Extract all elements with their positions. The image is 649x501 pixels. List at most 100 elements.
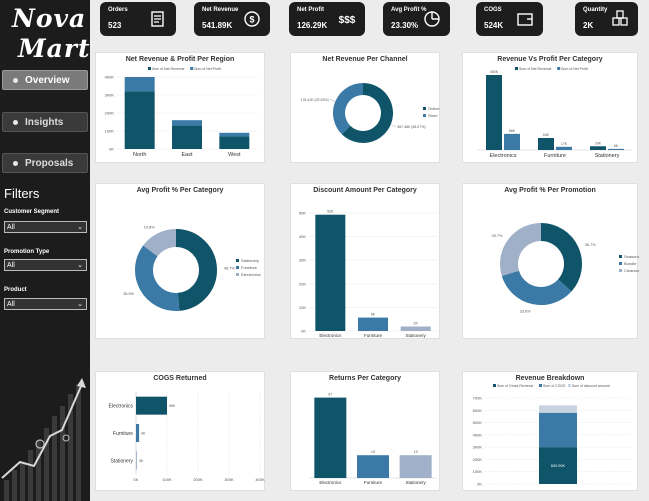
stack-segment — [539, 447, 577, 484]
x-tick-label: Stationery — [595, 153, 620, 159]
boxes-icon — [612, 10, 628, 26]
chart-title: Avg Profit % Per Category — [136, 187, 224, 194]
nav-proposals[interactable]: Proposals — [2, 153, 88, 173]
donut-slice — [175, 229, 217, 311]
chart-title: Avg Profit % Per Promotion — [504, 187, 596, 194]
nav-label: Overview — [25, 74, 70, 86]
x-tick-label: Stationery — [406, 480, 427, 485]
y-tick-label: 600K — [473, 408, 483, 413]
nav-label: Proposals — [25, 157, 74, 169]
customer-segment-select[interactable]: All ⌄ — [4, 221, 87, 233]
chart-title: COGS Returned — [153, 375, 207, 382]
filter-label-product: Product — [4, 287, 27, 293]
chart-svg: Sum of Net Revenue Sum of Net Profit 400K 8… — [477, 67, 633, 159]
y-tick-label: 200K — [473, 457, 483, 462]
bar — [136, 451, 137, 470]
data-label: 17K — [561, 142, 568, 146]
legend-entry: Bundle — [624, 261, 637, 266]
slice-label: 48.7% — [224, 267, 235, 271]
slice-label: 29.7% — [492, 234, 503, 238]
chart-card-rev-profit-region: Net Revenue & Profit Per Region Sum of N… — [95, 52, 265, 163]
legend-entry: Store — [428, 113, 438, 118]
donut-slice — [500, 223, 542, 276]
legend-swatch — [557, 67, 561, 70]
bar — [136, 396, 167, 415]
bar — [538, 138, 554, 150]
y-tick-label: 100K — [473, 469, 483, 474]
filter-label-segment: Customer Segment — [4, 209, 60, 215]
bar — [486, 75, 502, 150]
y-tick-label: 20K — [299, 281, 306, 286]
nav-overview[interactable]: Overview — [2, 70, 88, 90]
legend-entry: Seasonal — [624, 254, 639, 259]
legend-entry: Sum of Net Profit — [194, 67, 221, 71]
x-tick-label: Furniture — [544, 153, 566, 159]
sidebar: Nova Mart Overview Insights Proposals Fi… — [0, 0, 90, 501]
y-tick-label: 10K — [299, 305, 306, 310]
x-tick-label: Electronics — [319, 333, 342, 338]
kpi-label: COGS — [484, 7, 502, 13]
donut-slice — [501, 270, 572, 305]
bar — [315, 214, 346, 331]
chart-card-discount-category: Discount Amount Per Category 50K 40K 30K 20… — [290, 183, 440, 339]
y-tick-label: 300K — [105, 93, 115, 98]
x-tick-label: 300K — [224, 477, 234, 482]
x-tick-label: Furniture — [364, 480, 383, 485]
bar-net-revenue — [219, 136, 250, 149]
chart-svg: 367.48K (65.07%) 176.41K (32.53%) Online St… — [301, 83, 440, 143]
data-label: 2K — [414, 322, 419, 326]
bar — [357, 455, 389, 478]
bar-net-revenue — [172, 125, 202, 149]
select-value: All — [7, 261, 15, 269]
legend-swatch — [567, 384, 571, 387]
bar-net-profit — [124, 77, 155, 92]
pie-icon — [424, 11, 440, 27]
y-tick-label: 0K — [109, 147, 114, 152]
chart-svg: 48.7% 36.5% 14.8% Stationery Furniture Electr… — [123, 226, 261, 311]
filter-label-promotion: Promotion Type — [4, 249, 50, 255]
chart-svg: 0K 100K 200K 300K 400K 96K Electronics 9K Furnit… — [109, 392, 265, 482]
x-tick-label: 400K — [255, 477, 265, 482]
promotion-type-select[interactable]: All ⌄ — [4, 259, 87, 271]
kpi-value: 2K — [583, 21, 594, 30]
legend-entry: Sum of COGS — [543, 384, 566, 388]
donut-slice — [135, 245, 180, 311]
legend-swatch — [539, 384, 542, 387]
legend-entry: Sum of Gross Revenue — [497, 384, 533, 388]
y-tick-label: 500K — [473, 420, 483, 425]
kpi-label: Net Revenue — [202, 7, 239, 13]
chart-card-revenue-breakdown: Revenue Breakdown Sum of Gross Revenue Su… — [462, 371, 638, 491]
wallet-icon — [517, 13, 533, 26]
kpi-label: Orders — [108, 7, 128, 13]
chart-card-rev-channel: Net Revenue Per Channel 367.48K (65.07%)… — [290, 52, 440, 163]
product-select[interactable]: All ⌄ — [4, 298, 87, 310]
y-tick-label: Electronics — [109, 404, 134, 410]
legend-swatch — [619, 269, 622, 272]
kpi-value: 126.29K — [297, 21, 328, 30]
chart-title: Net Revenue Per Channel — [322, 56, 408, 63]
kpi-value: 524K — [484, 21, 504, 30]
legend-swatch — [619, 255, 622, 258]
x-tick-label: 0K — [134, 477, 139, 482]
logo: Nova Mart — [8, 4, 90, 68]
x-tick-label: 100K — [162, 477, 172, 482]
data-label: 86K — [509, 129, 516, 133]
chart-title: Discount Amount Per Category — [313, 187, 417, 194]
data-label: 64K — [543, 133, 550, 137]
legend-entry: Clearance — [624, 268, 639, 273]
slice-label: 367.48K (65.07%) — [397, 125, 425, 129]
x-tick-label: Furniture — [364, 333, 383, 338]
bullet-icon — [13, 77, 18, 83]
donut-slice — [333, 83, 364, 135]
legend-entry: Electronics — [241, 272, 261, 277]
bar — [314, 397, 347, 478]
growth-graphic — [1, 378, 86, 501]
data-label: 3K — [139, 459, 144, 463]
y-tick-label: 700K — [473, 396, 483, 401]
kpi-value: 541.89K — [202, 21, 233, 30]
data-label: 6K — [371, 313, 376, 317]
legend-swatch — [236, 259, 239, 262]
x-tick-label: 200K — [193, 477, 203, 482]
nav-insights[interactable]: Insights — [2, 112, 88, 132]
